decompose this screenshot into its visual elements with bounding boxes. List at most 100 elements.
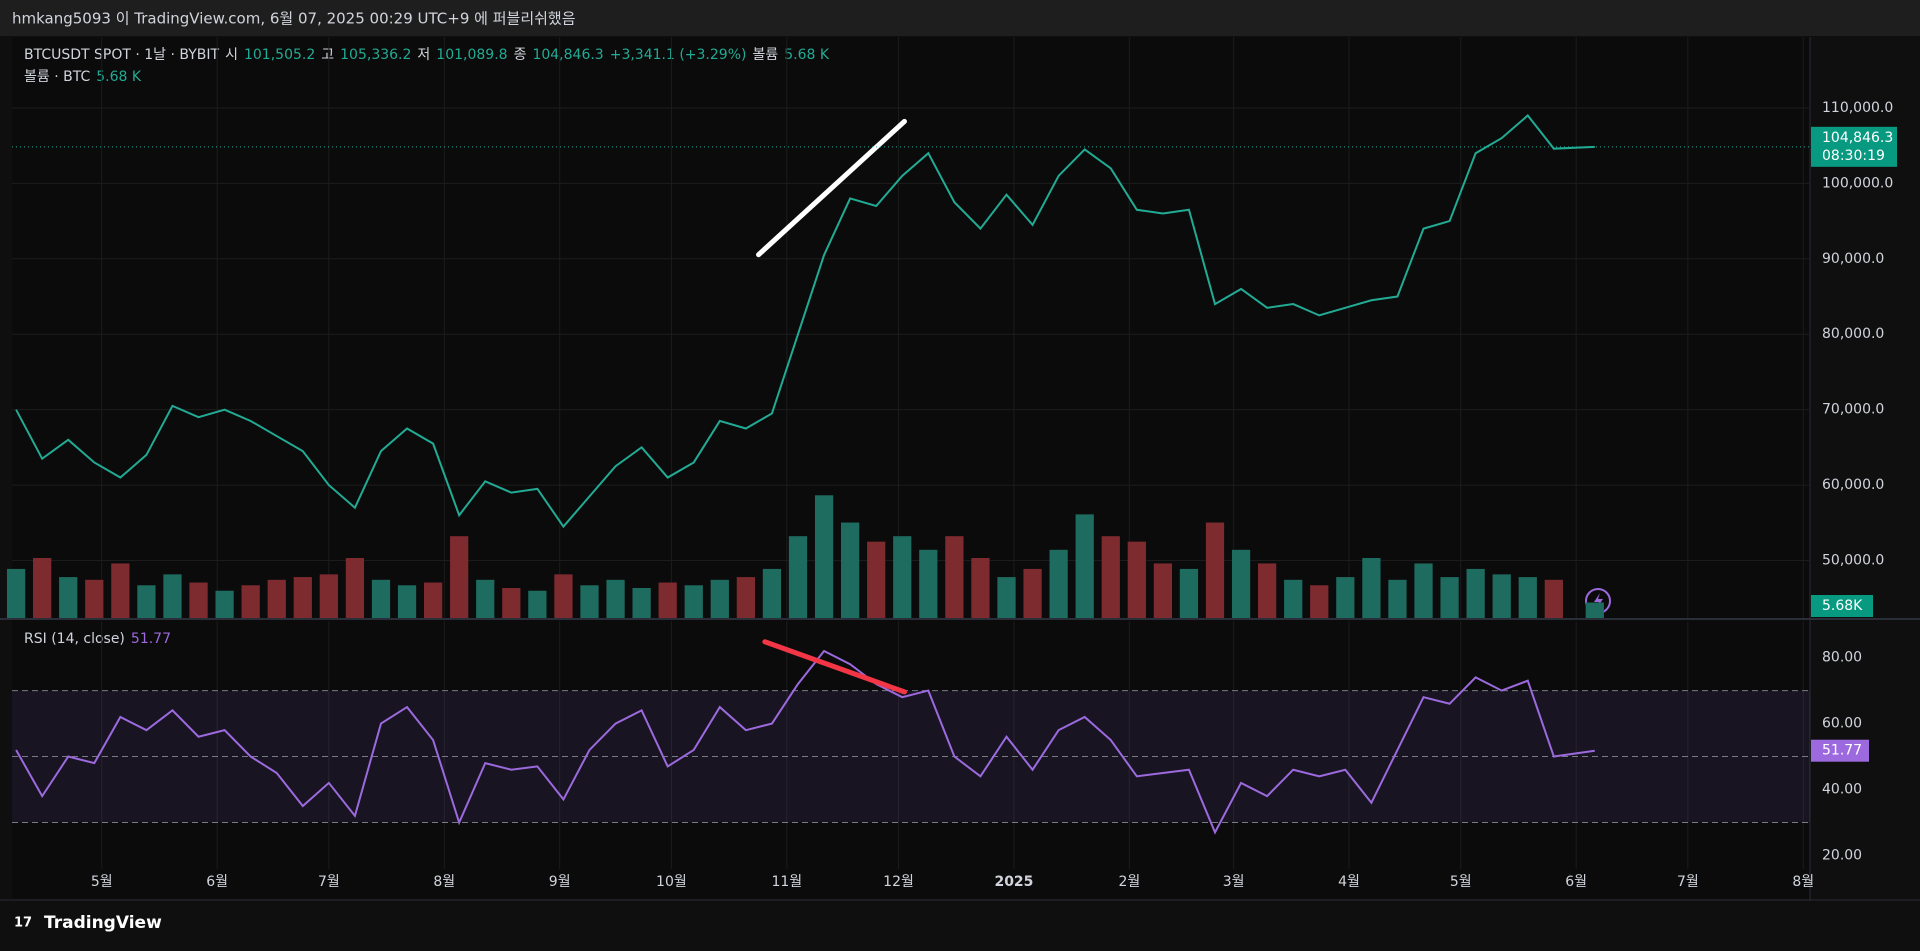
x-tick-label: 12월 (883, 874, 914, 890)
volume-bar (1127, 541, 1146, 618)
x-tick-label: 2월 (1118, 874, 1140, 890)
volume-bar (788, 536, 808, 618)
legend-text: 볼륨 · BTC (24, 69, 90, 85)
countdown: 08:30:19 (1822, 148, 1885, 164)
volume-bar (554, 574, 573, 618)
y-tick-label: 90,000.0 (1822, 251, 1884, 267)
trendline (756, 118, 907, 258)
legend-text: 5.68 K (784, 47, 830, 63)
plot-area (12, 37, 1810, 899)
x-tick-label: 7월 (1677, 874, 1699, 890)
brand: TradingView (44, 913, 162, 933)
y-tick-label: 40.00 (1822, 782, 1862, 798)
volume-bar (111, 563, 130, 618)
volume-bar (867, 541, 886, 618)
volume-bar (971, 558, 990, 618)
volume-bar (345, 558, 365, 618)
volume-bar (1205, 522, 1225, 618)
volume-bar (1388, 579, 1407, 618)
legend-text: 5.68 K (96, 69, 142, 85)
volume-bar (841, 522, 860, 618)
volume-bar (528, 590, 547, 618)
volume-bar (319, 574, 338, 618)
y-tick-label: 80,000.0 (1822, 326, 1884, 342)
y-tick-label: 110,000.0 (1822, 100, 1893, 116)
volume-bar (1049, 549, 1068, 618)
x-tick-label: 3월 (1223, 874, 1245, 890)
volume-bar (1231, 549, 1251, 618)
lightning (1594, 593, 1603, 609)
volume-bar (762, 568, 782, 618)
volume-bar (736, 577, 755, 618)
x-tick-label: 4월 (1338, 874, 1360, 890)
volume-bar (502, 588, 521, 618)
legend-text: 101,505.2 (244, 47, 315, 63)
volume-bar (1023, 568, 1042, 618)
legend-text: 105,336.2 (340, 47, 411, 63)
y-tick-label: 60,000.0 (1822, 477, 1884, 493)
legend-text: 고 (321, 47, 334, 63)
volume-bar (397, 585, 417, 618)
volume-bar (189, 582, 208, 618)
legend-text: 저 (417, 47, 430, 63)
legend-text: BTCUSDT SPOT · 1날 · BYBIT (24, 47, 220, 63)
logo-mark: 17 (14, 916, 32, 931)
volume-bar (1466, 568, 1485, 618)
x-tick-label: 6월 (206, 874, 228, 890)
series-line (15, 649, 1595, 835)
volume-last-label: 5.68K (1822, 598, 1863, 614)
x-tick-label: 10월 (656, 874, 687, 890)
volume-bar (423, 582, 443, 618)
volume-bar (1544, 579, 1563, 618)
volume-bar (684, 585, 703, 618)
volume-bar (1101, 536, 1120, 618)
legend: BTCUSDT SPOT · 1날 · BYBIT 시 101,505.2 고 105,… (24, 47, 830, 647)
rsi-last-label: 51.77 (1822, 743, 1862, 759)
volume-bar (215, 590, 234, 618)
last-price-label: 104,846.3 (1822, 130, 1893, 146)
x-tick-label: 8월 (1792, 874, 1814, 890)
x-tick-label: 7월 (318, 874, 340, 890)
legend-text: 104,846.3 (532, 47, 603, 63)
rsi-last-box (1811, 739, 1869, 762)
publish-info: hmkang5093 이 TradingView.com, 6월 07, 202… (12, 10, 576, 28)
volume-bar (137, 585, 156, 618)
y-tick-label: 70,000.0 (1822, 402, 1884, 418)
volume-bar (919, 549, 938, 618)
volume-bar (476, 579, 495, 618)
volume-bar (580, 585, 599, 618)
y-tick-label: 20.00 (1822, 847, 1862, 863)
volume-bar (710, 579, 729, 618)
volume-bar (1284, 579, 1303, 618)
last-price-box (1811, 126, 1897, 167)
volume-bar (267, 579, 286, 618)
legend-text: 51.77 (131, 631, 171, 647)
x-tick-label: 9월 (549, 874, 571, 890)
volume-bar (997, 577, 1016, 618)
x-tick-label: 8월 (433, 874, 455, 890)
volume-last-box (1811, 595, 1873, 617)
legend-text: 시 (225, 47, 238, 63)
legend-text: 볼륨 (752, 47, 778, 63)
y-tick-label: 100,000.0 (1822, 175, 1893, 191)
volume-bar (1518, 577, 1537, 618)
volume-bar (85, 579, 104, 618)
volume-bar (450, 536, 469, 618)
volume-bar (293, 577, 312, 618)
volume-bar (632, 588, 651, 618)
x-tick-label: 5월 (1450, 874, 1472, 890)
legend-text: RSI (14, close) (24, 631, 125, 647)
volume-bar (59, 577, 78, 618)
volume-bar (241, 585, 260, 618)
trendline (762, 639, 907, 695)
volume-bar (1585, 602, 1604, 618)
series-line (15, 114, 1595, 529)
volume-bar (1179, 568, 1199, 618)
legend-text: 101,089.8 (436, 47, 507, 63)
y-tick-label: 60.00 (1822, 716, 1862, 732)
volume-bar (1336, 577, 1355, 618)
volume-bar (1440, 577, 1459, 618)
volume-bar (1310, 585, 1329, 618)
